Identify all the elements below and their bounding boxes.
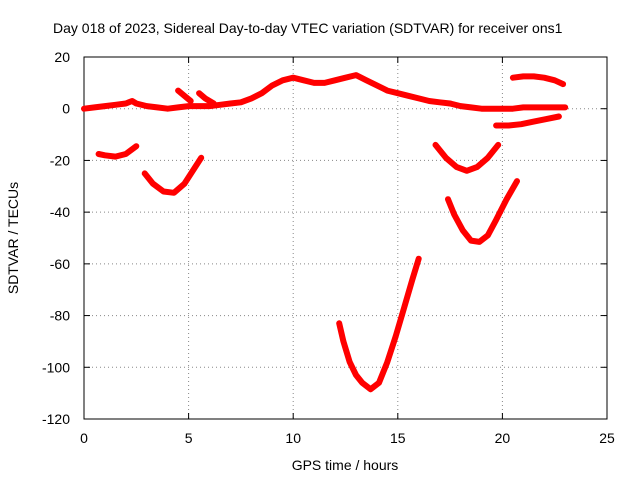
y-axis-label: SDTVAR / TECUs bbox=[5, 182, 21, 294]
y-tick-label: -40 bbox=[50, 204, 70, 220]
ticks: 0 5 10 15 20 25 20 0 -20 -40 -60 -80 -100 -120 bbox=[42, 49, 615, 446]
grid bbox=[84, 57, 607, 419]
data-layer bbox=[81, 72, 569, 393]
x-tick-label: 5 bbox=[185, 430, 193, 446]
series-seg-main-2 bbox=[447, 100, 569, 112]
series-seg-g bbox=[509, 73, 567, 88]
y-tick-label: -120 bbox=[42, 411, 70, 427]
plot-frame bbox=[83, 56, 608, 420]
series-seg-b bbox=[141, 154, 205, 196]
x-tick-label: 10 bbox=[285, 430, 301, 446]
y-tick-label: -20 bbox=[50, 152, 70, 168]
series-seg-a bbox=[95, 143, 140, 160]
x-tick-label: 0 bbox=[80, 430, 88, 446]
series-seg-main-1 bbox=[81, 72, 454, 112]
series-seg-5.5 bbox=[196, 90, 217, 107]
y-tick-label: -60 bbox=[50, 256, 70, 272]
chart-title: Day 018 of 2023, Sidereal Day-to-day VTE… bbox=[53, 20, 563, 36]
x-tick-label: 15 bbox=[390, 430, 406, 446]
series-seg-d bbox=[432, 141, 502, 174]
y-tick-label: -100 bbox=[42, 359, 70, 375]
y-tick-label: 20 bbox=[54, 49, 70, 65]
series-seg-f bbox=[493, 113, 562, 129]
y-tick-label: 0 bbox=[62, 101, 70, 117]
x-axis-label: GPS time / hours bbox=[292, 457, 399, 473]
series-seg-e bbox=[445, 178, 520, 245]
series-seg-4.5 bbox=[175, 87, 194, 104]
y-tick-label: -80 bbox=[50, 308, 70, 324]
x-tick-label: 25 bbox=[599, 430, 615, 446]
x-tick-label: 20 bbox=[495, 430, 511, 446]
series-seg-c bbox=[336, 255, 422, 393]
